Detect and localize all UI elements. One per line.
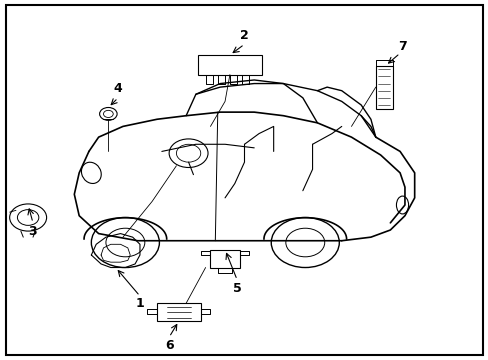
Bar	[210, 249, 239, 267]
Text: 3: 3	[29, 225, 37, 238]
Text: 5: 5	[232, 283, 241, 296]
Bar	[157, 303, 201, 321]
Text: 6: 6	[164, 338, 173, 351]
Text: 7: 7	[397, 40, 406, 53]
Bar	[375, 66, 392, 109]
Text: 4: 4	[114, 82, 122, 95]
Bar	[198, 55, 261, 75]
Text: 2: 2	[240, 29, 248, 42]
Text: 1: 1	[135, 297, 144, 310]
